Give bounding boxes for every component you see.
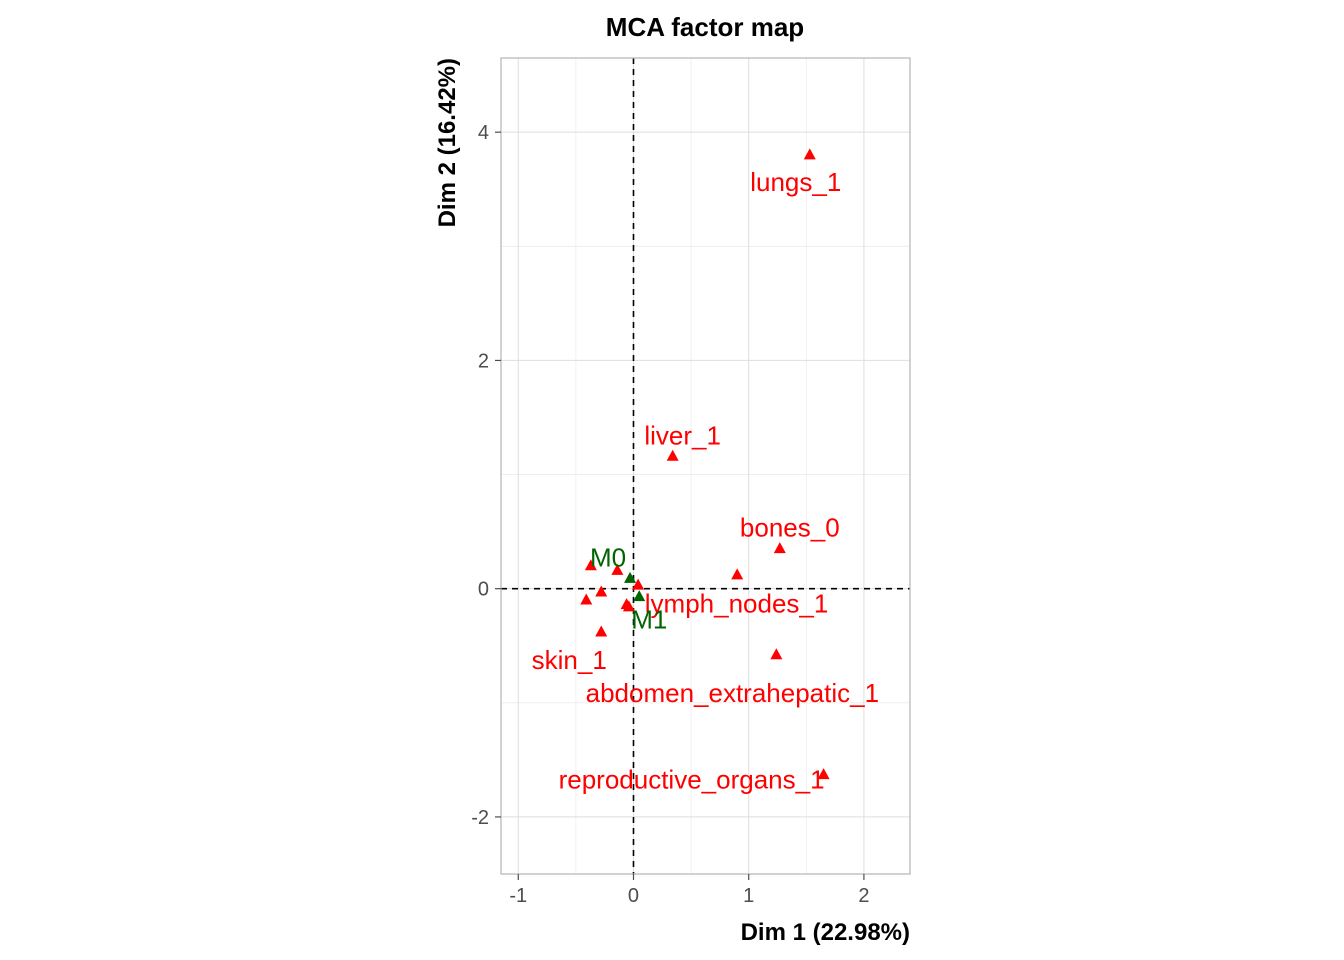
data-point-triangle [624, 571, 637, 583]
data-point-triangle [666, 449, 679, 461]
point-labels: lungs_1 liver_1 bones_0 lymph_nodes_1 skin_1… [532, 167, 879, 795]
panel-background [501, 58, 910, 874]
y-tick-label: 2 [478, 350, 489, 372]
data-point-triangle [633, 590, 646, 602]
x-tick-label: 2 [858, 885, 869, 907]
point-layer [580, 148, 830, 780]
data-point-triangle [580, 593, 593, 605]
point-label: skin_1 [532, 645, 607, 675]
data-point-triangle [595, 585, 608, 597]
data-point-triangle [622, 600, 635, 612]
data-point-triangle [611, 563, 624, 575]
data-point-triangle [773, 542, 786, 554]
y-tick-label: 4 [478, 122, 489, 144]
point-label: reproductive_organs_1 [559, 765, 825, 795]
point-label: liver_1 [644, 420, 721, 450]
y-tick-label: -2 [471, 807, 489, 829]
point-label: lymph_nodes_1 [645, 589, 829, 619]
point-label: abdomen_extrahepatic_1 [586, 678, 879, 708]
point-label: M1 [631, 605, 667, 635]
x-axis-title: Dim 1 (22.98%) [741, 919, 910, 946]
x-tick-label: 1 [743, 885, 754, 907]
data-point-triangle [584, 559, 597, 571]
data-point-triangle [731, 568, 744, 580]
data-point-triangle [817, 768, 830, 780]
data-point-triangle [632, 578, 645, 590]
reference-lines [501, 58, 910, 874]
point-label: bones_0 [740, 513, 840, 543]
chart-title: MCA factor map [606, 12, 804, 42]
x-tick-label: -1 [509, 885, 527, 907]
y-axis-title: Dim 2 (16.42%) [434, 58, 461, 227]
panel-border [500, 57, 911, 875]
y-tick-label: 0 [478, 579, 489, 601]
point-label: M0 [590, 542, 626, 572]
point-label: lungs_1 [750, 167, 841, 197]
axis-layer: -1 0 1 2 -2 0 2 4 [471, 122, 869, 907]
data-point-triangle [595, 625, 608, 637]
data-point-triangle [770, 648, 783, 660]
x-tick-label: 0 [628, 885, 639, 907]
data-point-triangle [803, 148, 816, 160]
